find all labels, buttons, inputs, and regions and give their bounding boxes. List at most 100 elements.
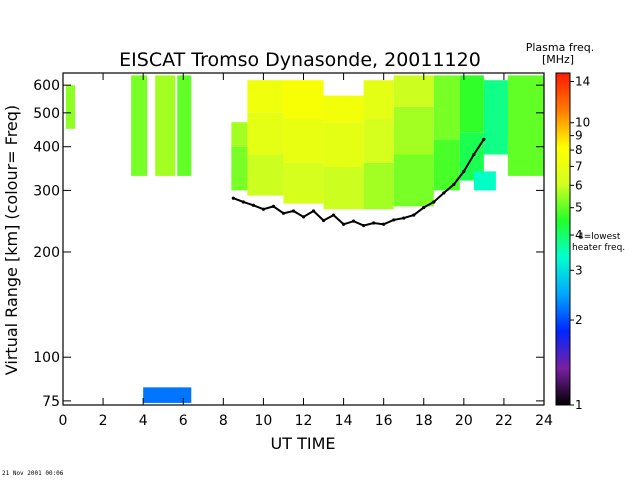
frequency-block <box>393 75 434 107</box>
trace-point <box>321 218 326 223</box>
y-tick-label: 300 <box>33 183 60 199</box>
x-tick-label: 14 <box>335 413 353 429</box>
frequency-block <box>247 112 284 155</box>
trace-point <box>331 213 336 217</box>
trace-point <box>392 218 396 222</box>
frequency-block <box>483 80 508 155</box>
heater-note-line1: 4=lowest <box>578 232 621 242</box>
trace-point <box>341 222 346 226</box>
trace-point <box>251 203 255 207</box>
frequency-block <box>131 75 148 176</box>
y-axis-label: Virtual Range [km] (colour= Freq) <box>2 105 21 375</box>
x-tick-label: 18 <box>415 413 433 429</box>
trace-point <box>241 200 245 204</box>
trace-point <box>462 169 466 173</box>
frequency-block <box>143 387 192 403</box>
frequency-block <box>323 166 364 210</box>
trace-point <box>432 200 436 204</box>
x-axis-label: UT TIME <box>271 434 336 453</box>
x-tick-label: 20 <box>455 413 473 429</box>
colorbar-unit: [MHz] <box>542 53 574 66</box>
trace-point <box>362 223 366 228</box>
frequency-block <box>459 75 484 133</box>
x-tick-label: 22 <box>495 413 513 429</box>
trace-point <box>482 137 486 141</box>
frequency-blocks <box>66 75 544 403</box>
trace-point <box>291 209 296 213</box>
trace-point <box>372 221 376 225</box>
colorbar-tick-label: 2 <box>575 313 583 327</box>
frequency-block <box>393 106 434 155</box>
colorbar-title: Plasma freq. <box>526 41 595 54</box>
colorbar-tick-label: 4 <box>575 228 583 242</box>
frequency-block <box>155 75 176 176</box>
colorbar-tick-label: 1 <box>575 398 583 412</box>
heater-note-line2: heater freq. <box>572 243 625 253</box>
frequency-block <box>323 95 364 123</box>
y-axis: 75 100 200 300 400 500 600 <box>33 78 544 410</box>
x-tick-label: 0 <box>59 413 68 429</box>
y-tick-label: 75 <box>42 394 60 410</box>
trace-point <box>301 215 306 219</box>
frequency-block <box>247 154 284 196</box>
x-tick-label: 6 <box>179 413 188 429</box>
timestamp: 21 Nov 2001 00:06 <box>2 470 64 477</box>
colorbar-bar <box>555 72 571 406</box>
colorbar-tick-label: 5 <box>575 201 583 215</box>
frequency-block <box>433 75 460 140</box>
y-tick-label: 500 <box>33 106 60 122</box>
trace-line <box>233 138 485 227</box>
trace-point <box>452 182 456 187</box>
frequency-block <box>283 162 324 204</box>
y-tick-label: 200 <box>33 245 60 261</box>
plot-area <box>66 75 544 403</box>
frequency-block <box>177 75 192 176</box>
frequency-block <box>231 146 248 191</box>
frequency-block <box>393 154 434 207</box>
trace-point <box>472 152 476 157</box>
trace-point <box>402 216 406 220</box>
frequency-block <box>247 80 284 113</box>
trace-point <box>281 211 286 215</box>
trace-point <box>231 196 235 200</box>
colorbar-tick-label: 3 <box>575 263 583 277</box>
colorbar-tick-label: 9 <box>575 129 583 143</box>
frequency-block <box>363 119 394 163</box>
colorbar-tick-label: 7 <box>575 159 583 173</box>
x-tick-label: 10 <box>255 413 273 429</box>
x-tick-label: 16 <box>375 413 393 429</box>
frequency-block <box>323 122 364 167</box>
colorbar-tick-label: 6 <box>575 178 583 192</box>
x-tick-label: 8 <box>219 413 228 429</box>
x-tick-label: 24 <box>535 413 553 429</box>
frequency-block <box>231 122 248 147</box>
colorbar-tick-label: 14 <box>575 74 590 88</box>
frequency-block <box>473 171 496 191</box>
y-tick-label: 400 <box>33 140 60 156</box>
x-tick-label: 4 <box>139 413 148 429</box>
frequency-block <box>363 80 394 120</box>
colorbar-tick-label: 10 <box>575 116 590 130</box>
frequency-block <box>363 162 394 210</box>
virtual-height-trace <box>231 137 486 228</box>
colorbar-tick-label: 8 <box>575 143 583 157</box>
frequency-block <box>283 80 324 120</box>
x-tick-label: 2 <box>99 413 108 429</box>
y-tick-label: 100 <box>33 350 60 366</box>
x-axis: 0 2 4 6 8 10 12 14 16 18 20 22 24 <box>59 73 553 429</box>
trace-point <box>352 219 356 223</box>
trace-point <box>271 204 276 208</box>
y-tick-label: 600 <box>33 78 60 94</box>
x-tick-label: 12 <box>295 413 313 429</box>
frequency-block <box>66 85 76 129</box>
frequency-block <box>507 75 544 176</box>
frequency-block <box>283 119 324 163</box>
trace-point <box>412 213 416 217</box>
chart-title: EISCAT Tromso Dynasonde, 20011120 <box>119 49 481 71</box>
trace-point <box>442 191 446 195</box>
trace-point <box>422 205 426 210</box>
trace-point <box>261 207 266 211</box>
